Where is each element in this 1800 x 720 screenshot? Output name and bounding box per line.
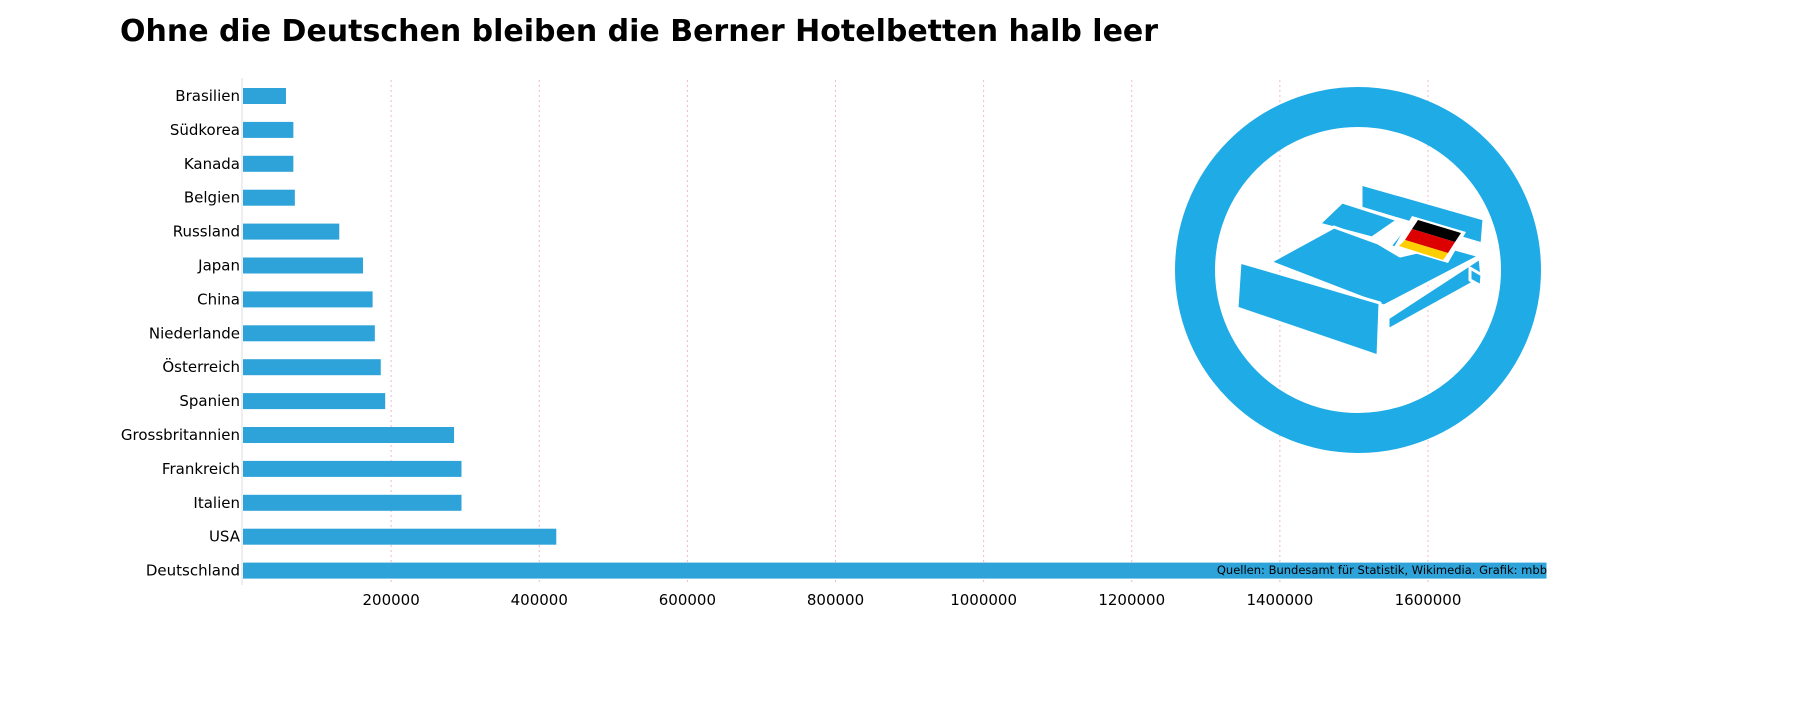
category-label-japan: Japan <box>197 257 240 275</box>
bar-japan <box>243 257 363 274</box>
icon-ring <box>1175 87 1541 453</box>
chart-title: Ohne die Deutschen bleiben die Berner Ho… <box>120 14 1159 49</box>
category-label-belgien: Belgien <box>184 189 240 207</box>
category-label-südkorea: Südkorea <box>170 121 240 139</box>
category-label-frankreich: Frankreich <box>162 460 240 478</box>
x-tick-label-5: 1200000 <box>1098 591 1165 609</box>
flag-stripe-red <box>1405 229 1455 253</box>
category-label-kanada: Kanada <box>184 155 240 173</box>
bar-spanien <box>243 393 386 410</box>
x-tick-label-2: 600000 <box>659 591 716 609</box>
bar-italien <box>243 494 462 511</box>
category-label-grossbritannien: Grossbritannien <box>121 426 240 444</box>
bar-niederlande <box>243 325 375 342</box>
bar-china <box>243 291 373 308</box>
category-label-niederlande: Niederlande <box>149 324 240 342</box>
category-label-usa: USA <box>209 528 241 546</box>
bed-footboard <box>1235 260 1382 358</box>
category-label-brasilien: Brasilien <box>175 87 240 105</box>
bed-icon <box>1175 87 1541 453</box>
bar-frankreich <box>243 460 462 477</box>
bar-südkorea <box>243 121 294 138</box>
category-label-russland: Russland <box>173 223 240 241</box>
category-label-china: China <box>197 290 240 308</box>
x-tick-labels: 200000 400000 600000 800000 1000000 1200000 14… <box>362 591 1461 609</box>
bar-deutschland <box>243 562 1547 579</box>
x-tick-label-1: 400000 <box>511 591 568 609</box>
bar-grossbritannien <box>243 427 455 443</box>
source-note: Quellen: Bundesamt für Statistik, Wikime… <box>1216 563 1547 577</box>
flag-stripe-gold <box>1399 240 1448 260</box>
category-labels: Brasilien Südkorea Kanada Belgien Russland Ja… <box>121 87 241 580</box>
category-label-österreich: Österreich <box>162 357 240 376</box>
category-label-deutschland: Deutschland <box>146 562 240 580</box>
bar-belgien <box>243 189 295 206</box>
x-tick-label-4: 1000000 <box>950 591 1017 609</box>
bar-russland <box>243 223 340 240</box>
bar-kanada <box>243 155 294 172</box>
x-tick-label-6: 1400000 <box>1246 591 1313 609</box>
x-tick-label-7: 1600000 <box>1395 591 1462 609</box>
flag-stripe-black <box>1412 220 1461 242</box>
bars <box>243 88 1547 579</box>
bed-post <box>1468 266 1484 288</box>
bar-brasilien <box>243 88 286 104</box>
bar-usa <box>243 528 557 545</box>
category-label-spanien: Spanien <box>179 392 240 410</box>
category-label-italien: Italien <box>193 494 240 512</box>
bar-österreich <box>243 359 381 376</box>
grid-lines <box>390 80 1429 585</box>
german-flag-icon <box>1394 216 1466 263</box>
x-tick-label-0: 200000 <box>362 591 419 609</box>
x-tick-label-3: 800000 <box>807 591 864 609</box>
